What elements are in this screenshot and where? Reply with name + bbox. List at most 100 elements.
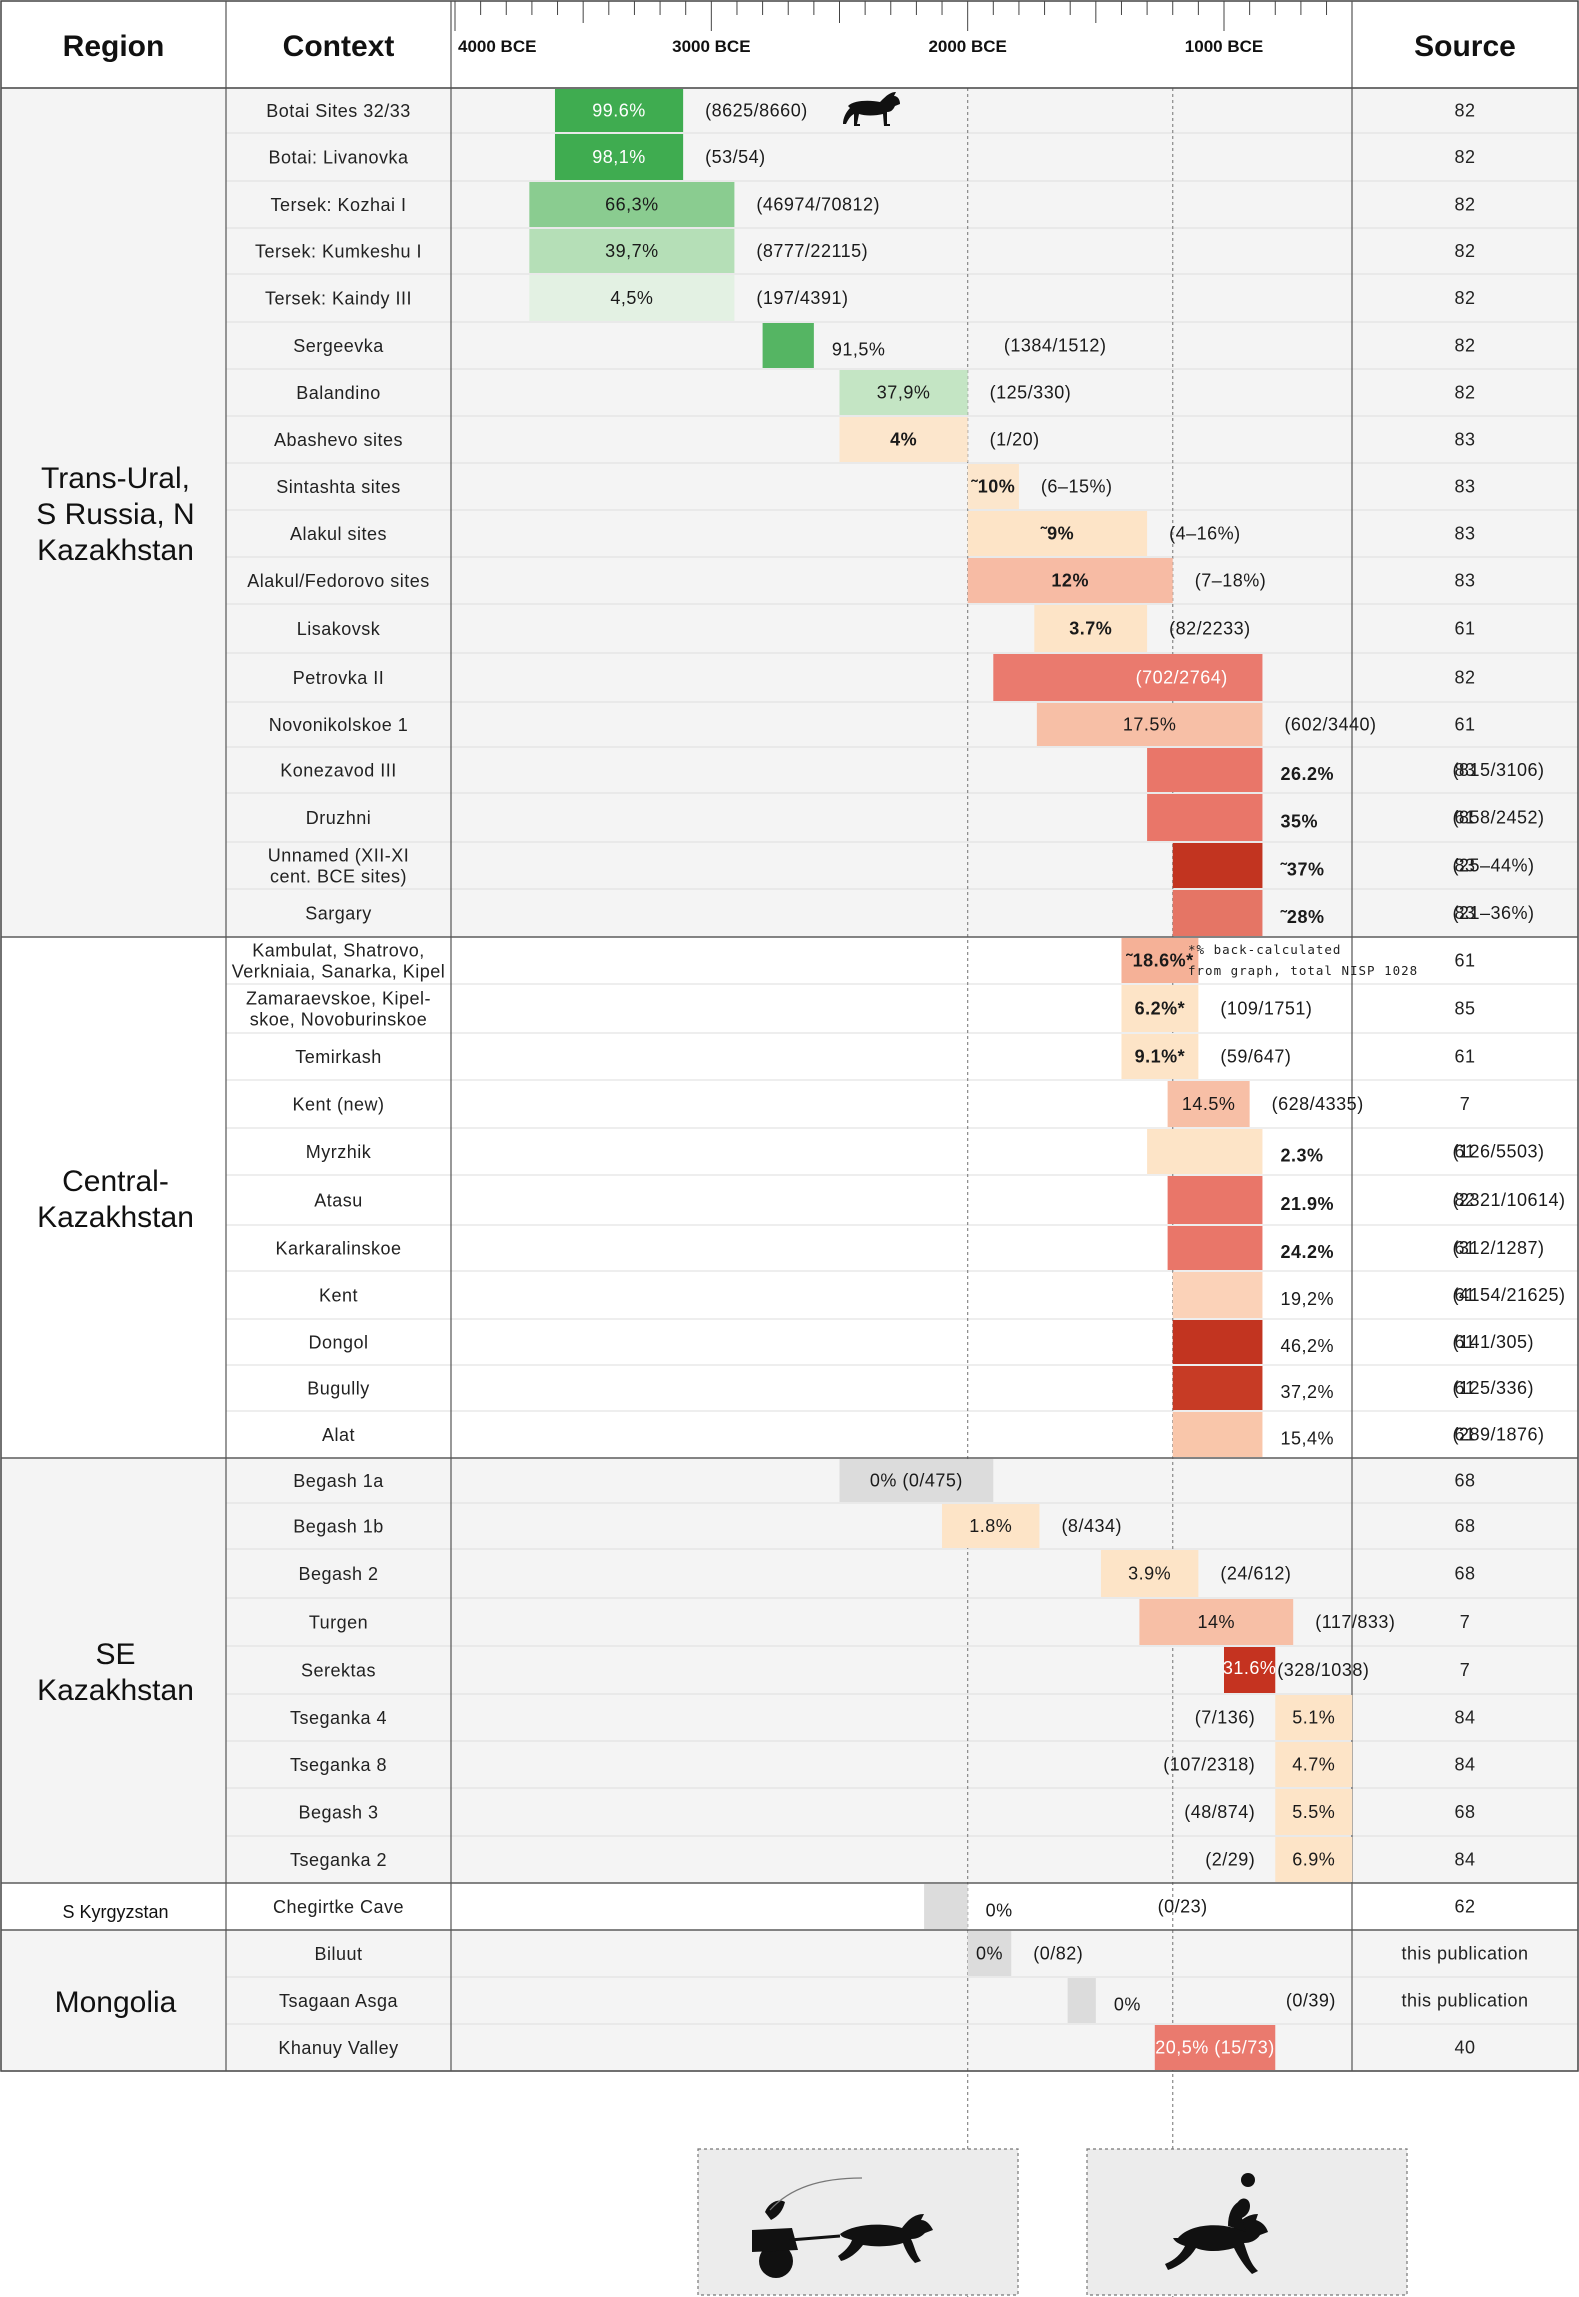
region-label: Mongolia xyxy=(55,1986,177,2019)
source-value: this publication xyxy=(1401,1944,1528,1964)
context-header: Context xyxy=(283,30,395,63)
source-value: 82 xyxy=(1454,1190,1475,1210)
source-value: 61 xyxy=(1454,715,1475,735)
context-label: Sintashta sites xyxy=(276,477,401,497)
source-value: 68 xyxy=(1454,1802,1475,1822)
count-label: (6–15%) xyxy=(1041,477,1113,497)
source-value: 61 xyxy=(1454,1142,1475,1162)
bar xyxy=(1275,1837,1353,1882)
source-value: 83 xyxy=(1454,760,1475,780)
source-value: 68 xyxy=(1454,1516,1475,1536)
region-band xyxy=(1,937,1578,1458)
source-value: 61 xyxy=(1454,1047,1475,1067)
source-value: 7 xyxy=(1460,1660,1471,1680)
context-label: Karkaralinskoe xyxy=(275,1239,401,1259)
bar xyxy=(924,1884,968,1929)
percent-label: 3.9% xyxy=(1128,1564,1171,1584)
count-label: (126/5503) xyxy=(1452,1142,1544,1162)
count-label: (602/3440) xyxy=(1284,715,1376,735)
count-label: (107/2318) xyxy=(1163,1755,1255,1775)
count-label: (328/1038) xyxy=(1277,1660,1369,1680)
count-label: (312/1287) xyxy=(1452,1238,1544,1258)
count-label: (4154/21625) xyxy=(1452,1285,1565,1305)
percent-label: ˜37% xyxy=(1279,860,1324,880)
region-label: S Kyrgyzstan xyxy=(62,1902,168,1922)
count-label: (125/336) xyxy=(1452,1378,1534,1398)
axis-tick-label: 2000 BCE xyxy=(928,37,1006,56)
count-label: (8625/8660) xyxy=(705,101,808,121)
bar xyxy=(1139,1599,1294,1645)
source-value: 83 xyxy=(1454,524,1475,544)
region-label: SE Kazakhstan xyxy=(37,1638,194,1707)
source-value: 61 xyxy=(1454,1425,1475,1445)
percent-label: 4,5% xyxy=(610,288,653,308)
bar xyxy=(1275,1789,1353,1835)
context-label: Dongol xyxy=(308,1333,368,1353)
percent-label: ˜10% xyxy=(970,477,1015,497)
percent-label: 6.9% xyxy=(1292,1850,1335,1870)
bar xyxy=(529,182,735,227)
source-value: 82 xyxy=(1454,195,1475,215)
header-band xyxy=(1,1,1578,88)
percent-label: 15,4% xyxy=(1280,1429,1334,1449)
percent-label: 4% xyxy=(890,430,917,450)
source-value: 61 xyxy=(1454,619,1475,639)
percent-label: 19,2% xyxy=(1280,1289,1334,1309)
bar xyxy=(1172,1272,1263,1318)
bar xyxy=(1154,2025,1276,2070)
percent-label: 5.1% xyxy=(1292,1708,1335,1728)
context-label: Begash 2 xyxy=(298,1564,378,1584)
source-value: 85 xyxy=(1454,999,1475,1019)
count-label: (197/4391) xyxy=(756,288,848,308)
bar xyxy=(839,1459,994,1502)
percent-label: 0% (0/475) xyxy=(870,1471,963,1491)
source-value: 62 xyxy=(1454,1897,1475,1917)
context-label: Abashevo sites xyxy=(274,430,403,450)
bar xyxy=(1172,1366,1263,1410)
bar xyxy=(529,229,735,273)
percent-label: 37,2% xyxy=(1280,1382,1334,1402)
count-label: (1384/1512) xyxy=(1004,336,1107,356)
context-label: Tseganka 2 xyxy=(290,1850,387,1870)
count-label: (7–18%) xyxy=(1195,571,1267,591)
source-value: 83 xyxy=(1454,477,1475,497)
count-label: (7/136) xyxy=(1195,1708,1256,1728)
bar xyxy=(967,464,1019,509)
context-label: Atasu xyxy=(314,1191,363,1211)
count-label: (25–44%) xyxy=(1452,856,1534,876)
context-label: Lisakovsk xyxy=(297,619,381,639)
count-label: (48/874) xyxy=(1184,1802,1255,1822)
bar xyxy=(1167,1081,1250,1127)
source-value: this publication xyxy=(1401,1991,1528,2011)
context-label: Sergeevka xyxy=(293,336,384,356)
bar xyxy=(1067,1978,1096,2023)
percent-label: ˜18.6%* xyxy=(1125,951,1194,971)
bar xyxy=(1172,890,1263,936)
source-value: 82 xyxy=(1454,147,1475,167)
percent-label: 99.6% xyxy=(592,101,646,121)
context-label: Temirkash xyxy=(295,1047,382,1067)
context-label: Khanuy Valley xyxy=(278,2038,398,2058)
bar xyxy=(1034,605,1148,652)
region-label: Central-Kazakhstan xyxy=(37,1165,194,1234)
source-value: 82 xyxy=(1454,383,1475,403)
count-label: (289/1876) xyxy=(1452,1425,1544,1445)
axis-tick-label: 4000 BCE xyxy=(458,37,536,56)
source-value: 82 xyxy=(1454,101,1475,121)
axis-tick-label: 3000 BCE xyxy=(672,37,750,56)
footnote: *% back-calculated from graph, total NISP… xyxy=(1188,942,1418,978)
source-value: 61 xyxy=(1454,808,1475,828)
count-label: (141/305) xyxy=(1452,1332,1534,1352)
percent-label: 4.7% xyxy=(1292,1755,1335,1775)
context-label: Bugully xyxy=(307,1379,370,1399)
source-value: 83 xyxy=(1454,430,1475,450)
count-label: (0/82) xyxy=(1033,1944,1083,1964)
bar xyxy=(967,1931,1012,1976)
bar xyxy=(529,275,735,321)
source-header: Source xyxy=(1414,30,1516,63)
count-label: (8/434) xyxy=(1061,1516,1122,1536)
bar xyxy=(1121,938,1199,983)
bar xyxy=(762,323,814,368)
source-value: 82 xyxy=(1454,668,1475,688)
context-label: Novonikolskoe 1 xyxy=(269,715,409,735)
